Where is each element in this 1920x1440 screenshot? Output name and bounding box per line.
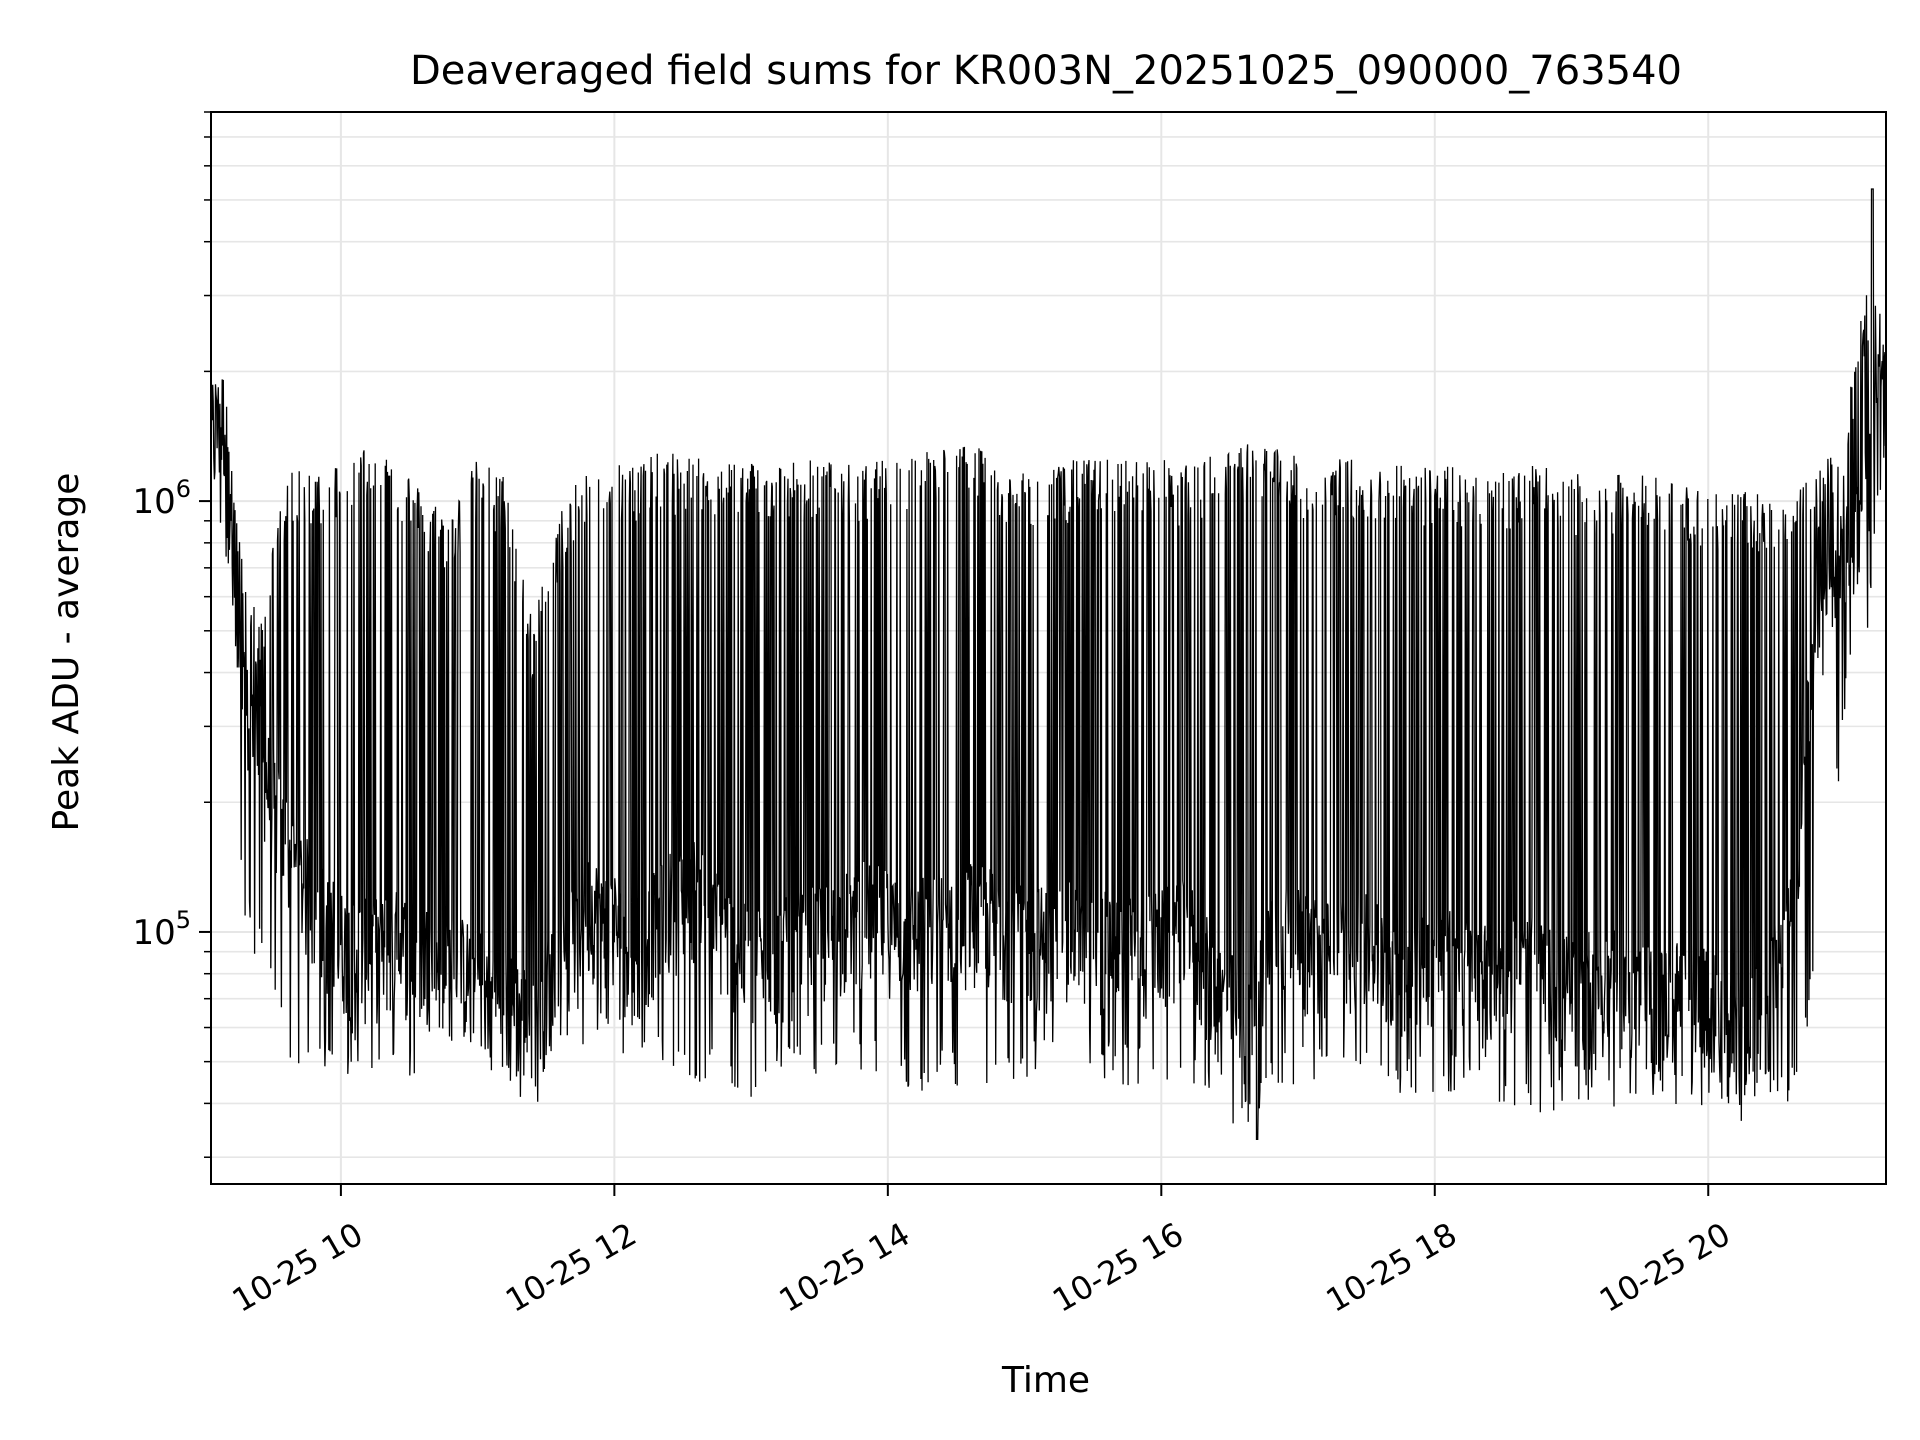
y-axis-label: Peak ADU - average (46, 473, 87, 832)
y-tick-exponent: 6 (176, 475, 191, 503)
y-tick-label: 105 (132, 906, 191, 953)
x-axis-label: Time (1001, 1360, 1090, 1401)
y-tick-base: 10 (132, 913, 175, 953)
y-tick-exponent: 5 (176, 906, 191, 934)
y-tick-label: 106 (132, 475, 191, 522)
chart-title: Deaveraged field sums for KR003N_2025102… (410, 48, 1682, 94)
series-line (210, 188, 1887, 1141)
y-tick-base: 10 (132, 482, 175, 522)
plot-frame (210, 111, 1887, 1185)
series-trace (210, 188, 1887, 1141)
